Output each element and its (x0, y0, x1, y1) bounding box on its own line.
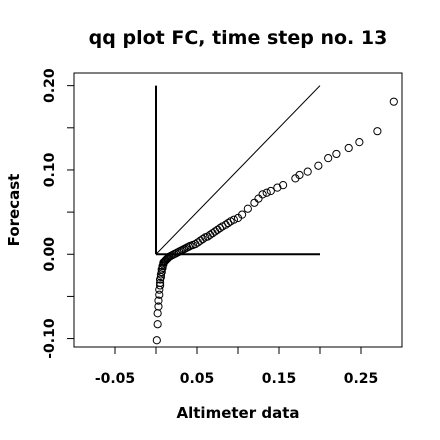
y-tick-label: -0.10 (42, 318, 58, 359)
data-point (152, 336, 161, 345)
data-point (191, 240, 200, 249)
plot-frame (73, 72, 403, 348)
data-point (155, 290, 164, 299)
x-tick-label: 0.05 (180, 371, 215, 387)
reference-lines (155, 85, 321, 256)
data-point (153, 309, 162, 318)
data-point (344, 143, 353, 153)
data-point (279, 181, 288, 190)
y-tick-label: 0.00 (42, 237, 58, 272)
data-point (295, 170, 304, 180)
data-point (229, 215, 238, 224)
data-point (238, 210, 247, 219)
reference-line-diagonal (155, 85, 321, 255)
data-point (208, 229, 217, 238)
chart-title: qq plot FC, time step no. 13 (89, 27, 388, 49)
x-tick-label: -0.05 (95, 371, 135, 387)
data-point (213, 225, 222, 234)
data-point (266, 186, 275, 196)
y-axis: -0.10 0.00 0.10 0.20 (42, 68, 75, 359)
data-points (152, 97, 398, 345)
data-point (156, 278, 165, 288)
data-point (314, 161, 323, 170)
data-point (154, 296, 163, 305)
x-tick-label: 0.15 (262, 371, 297, 387)
x-axis-label: Altimeter data (177, 404, 300, 422)
data-point (196, 236, 205, 245)
data-point (250, 198, 259, 207)
data-point (254, 194, 263, 203)
y-axis-label: Forecast (5, 174, 23, 247)
data-point (303, 167, 312, 176)
data-point (389, 97, 398, 106)
x-axis: -0.05 0.05 0.15 0.25 (95, 346, 379, 387)
y-tick-label: 0.10 (42, 152, 58, 187)
data-point (243, 204, 252, 213)
y-tick-label: 0.20 (42, 68, 58, 103)
data-point (332, 149, 341, 159)
data-point (373, 127, 382, 136)
data-point (157, 267, 166, 277)
data-point (153, 320, 162, 329)
data-point (198, 234, 207, 244)
data-point (156, 281, 165, 290)
data-point (324, 154, 333, 163)
data-point (258, 190, 267, 199)
data-point (210, 227, 220, 236)
data-point (262, 188, 271, 197)
data-point (154, 302, 163, 311)
data-point (355, 138, 364, 147)
x-tick-label: 0.25 (344, 371, 379, 387)
